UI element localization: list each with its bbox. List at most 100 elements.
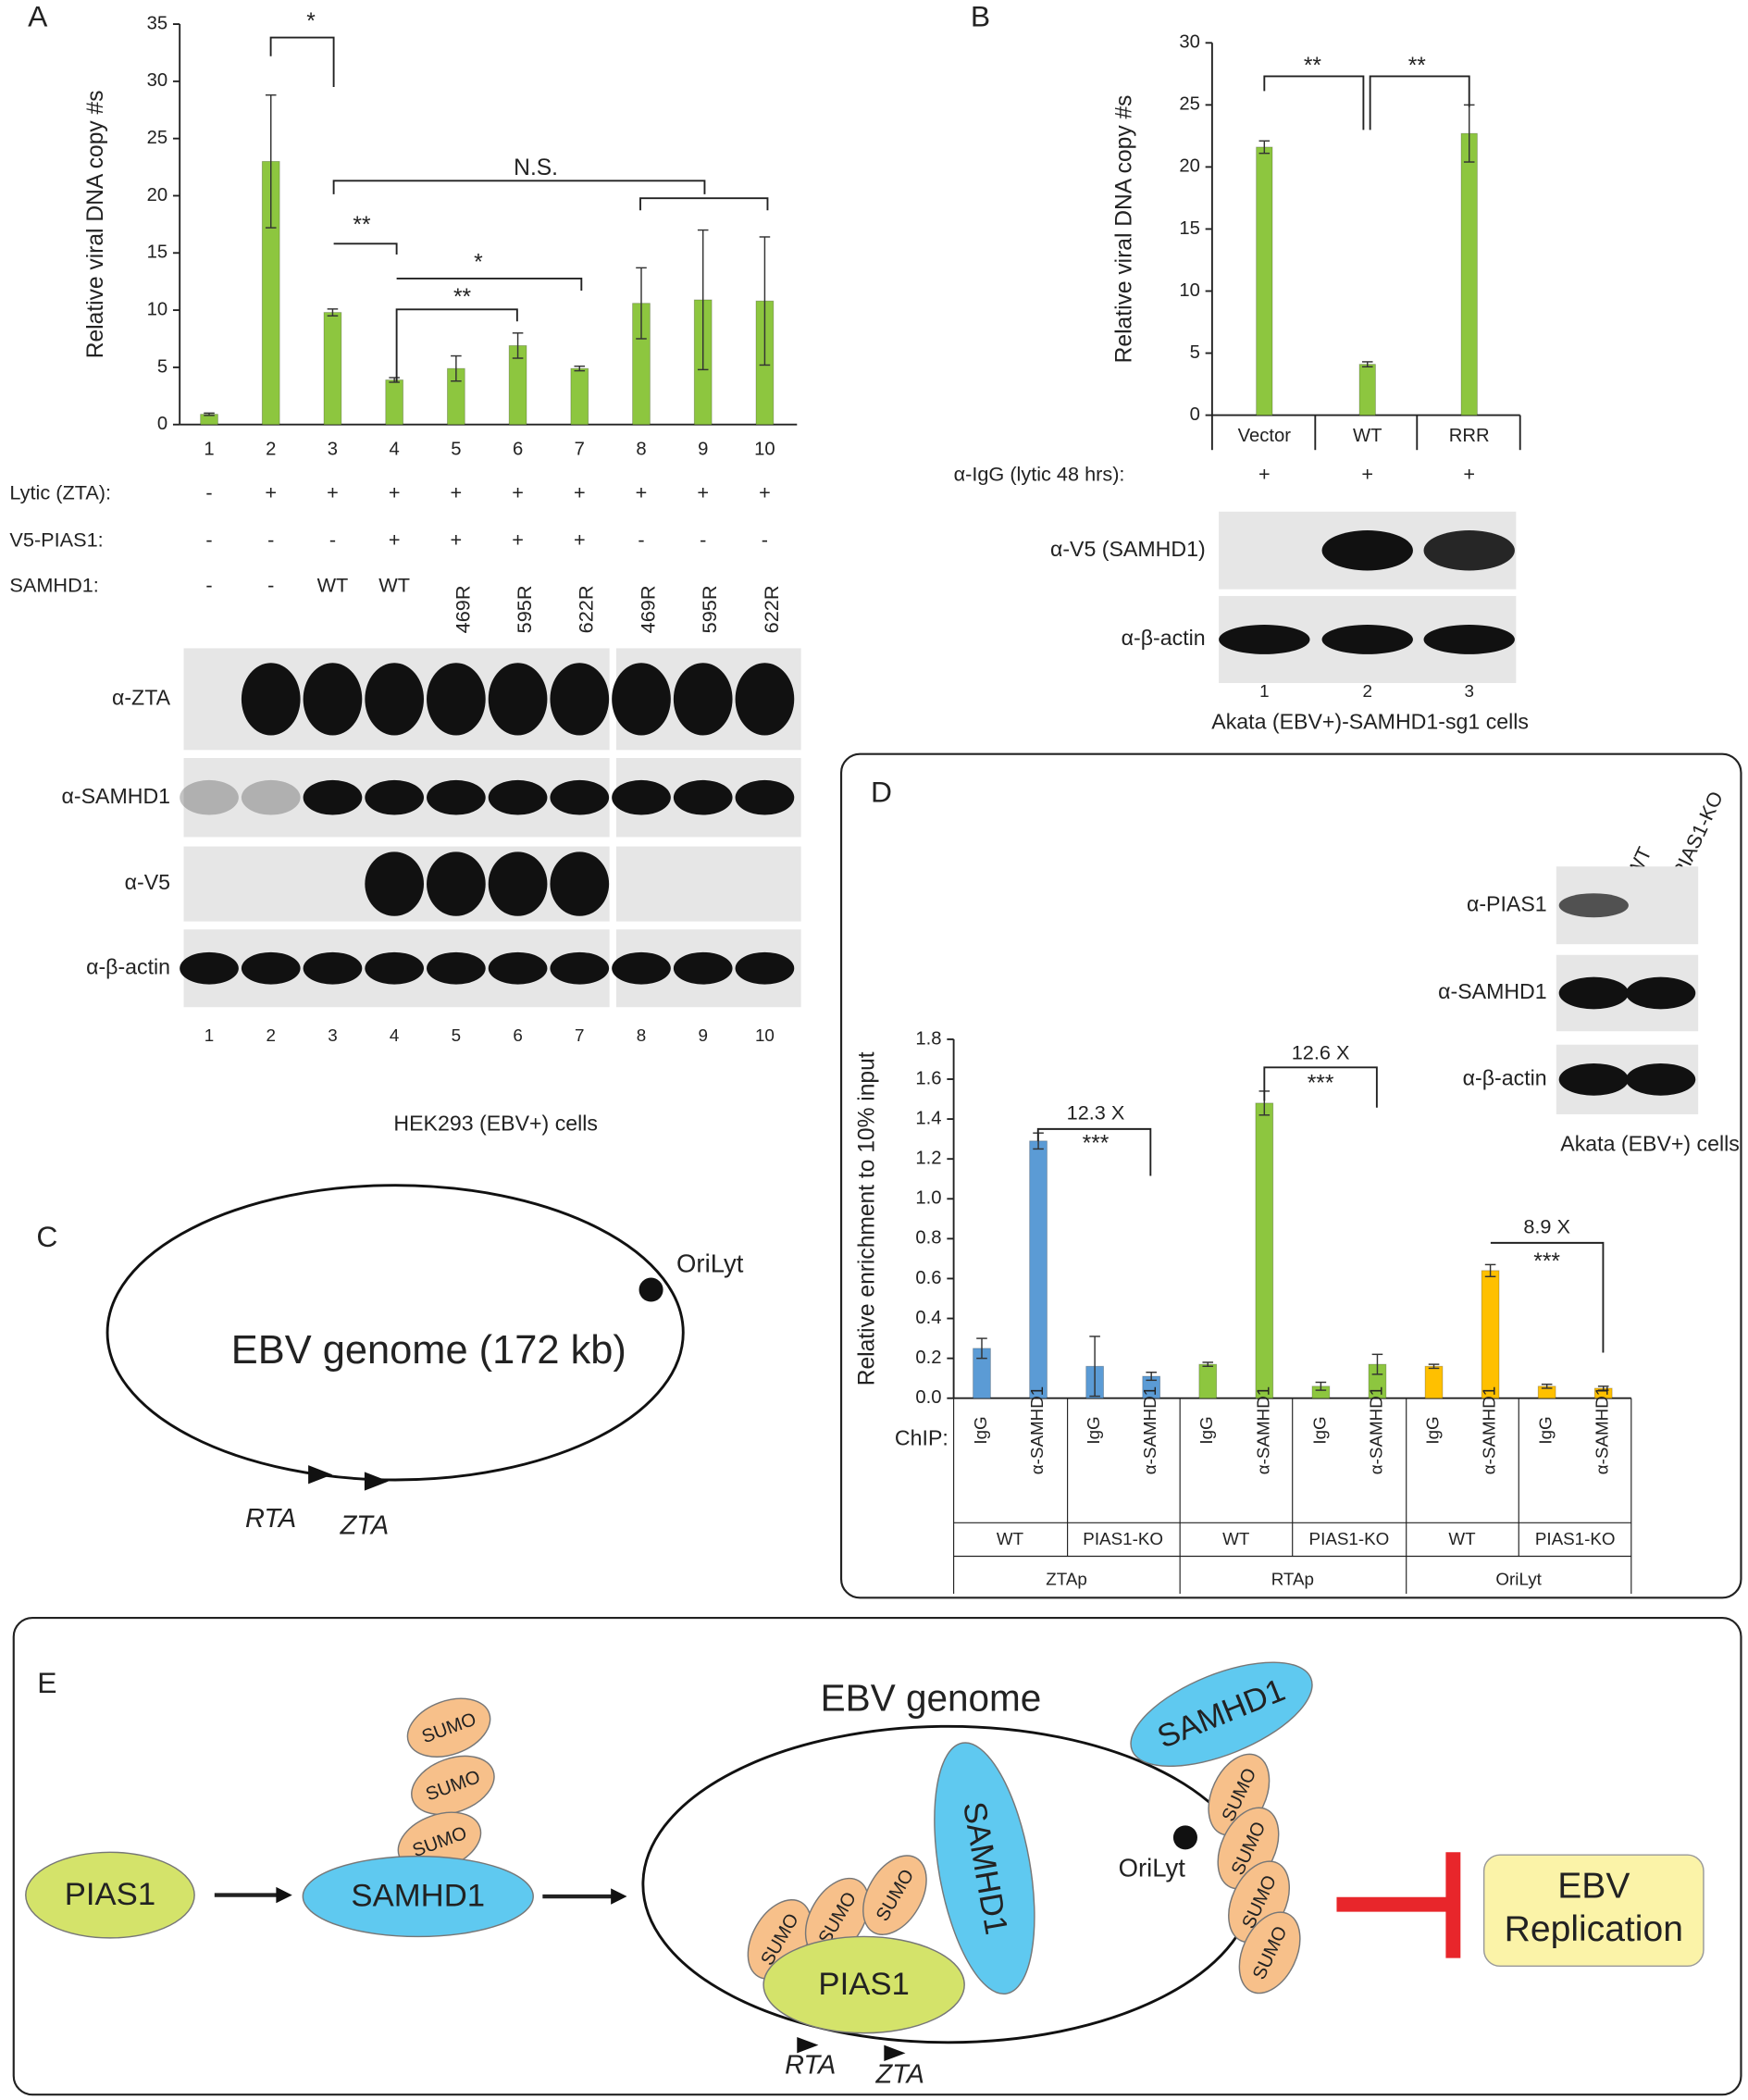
x-tick-label: α-SAMHD1 bbox=[1140, 1386, 1159, 1474]
gene-label: ZTA bbox=[874, 2060, 924, 2090]
x-tick-label: IgG bbox=[1536, 1416, 1556, 1444]
lane-number: 1 bbox=[205, 1025, 214, 1045]
significance-label: * bbox=[306, 9, 316, 34]
blot-band bbox=[550, 951, 610, 985]
blot-band bbox=[735, 663, 795, 736]
x-axis-label: ChIP: bbox=[895, 1426, 948, 1450]
blot-band bbox=[1626, 976, 1696, 1010]
condition-cell: - bbox=[329, 528, 336, 551]
condition-cell: + bbox=[636, 481, 648, 504]
x-tick-label: 3 bbox=[328, 440, 338, 460]
blot-band bbox=[241, 663, 301, 736]
significance-bracket bbox=[332, 180, 706, 194]
error-bar bbox=[512, 332, 524, 359]
blot-band bbox=[673, 779, 733, 815]
y-tick-label: 10 bbox=[147, 299, 168, 319]
blot-band bbox=[1423, 625, 1515, 654]
x-tick-label: α-SAMHD1 bbox=[1253, 1386, 1272, 1474]
blot-band bbox=[1558, 893, 1629, 918]
lane-number: 2 bbox=[1363, 681, 1372, 701]
significance-bracket bbox=[1369, 75, 1470, 130]
significance-label: *** bbox=[1083, 1132, 1110, 1157]
condition-label: PIAS1-KO bbox=[1535, 1529, 1616, 1548]
lane-number: 10 bbox=[755, 1025, 775, 1045]
bar bbox=[1198, 1363, 1218, 1399]
blot-background bbox=[615, 846, 801, 922]
error-bar bbox=[759, 236, 771, 367]
blot-band bbox=[550, 851, 610, 916]
y-tick-label: 1.6 bbox=[915, 1068, 941, 1088]
lane-number: 9 bbox=[698, 1025, 707, 1045]
x-tick-label: 7 bbox=[575, 440, 585, 460]
condition-cell: + bbox=[1258, 462, 1271, 485]
sumo bbox=[1238, 1911, 1301, 1994]
significance-bracket bbox=[1490, 1241, 1605, 1353]
bar bbox=[570, 367, 589, 426]
blot-band bbox=[427, 663, 486, 736]
x-tick-label: α-SAMHD1 bbox=[1593, 1386, 1612, 1474]
pias1-label: PIAS1 bbox=[65, 1877, 155, 1912]
y-tick-label: 15 bbox=[147, 242, 168, 263]
genome-label: EBV genome (172 kb) bbox=[231, 1328, 626, 1373]
error-bar bbox=[265, 93, 277, 229]
blot-band bbox=[365, 663, 424, 736]
error-bar bbox=[1146, 1372, 1157, 1382]
error-bar bbox=[1315, 1381, 1327, 1391]
blot-band bbox=[735, 779, 795, 815]
error-bar bbox=[327, 308, 339, 317]
x-tick-label: 2 bbox=[266, 440, 276, 460]
genome-label: EBV genome bbox=[821, 1676, 1042, 1719]
condition-cell: - bbox=[205, 481, 212, 504]
blot-band bbox=[488, 779, 548, 815]
condition-cell: 622R bbox=[760, 585, 783, 633]
significance-label: ** bbox=[353, 213, 371, 238]
condition-cell: WT bbox=[317, 574, 349, 597]
error-bar bbox=[1089, 1336, 1100, 1398]
lane-number: 1 bbox=[1259, 681, 1269, 701]
pias1 bbox=[25, 1851, 195, 1939]
y-tick-label: 0.4 bbox=[915, 1308, 941, 1328]
bar bbox=[385, 379, 404, 426]
condition-cell: - bbox=[205, 528, 212, 551]
condition-cell: + bbox=[512, 481, 524, 504]
y-tick-label: 5 bbox=[1190, 342, 1200, 363]
error-bar bbox=[1597, 1386, 1609, 1391]
x-tick-label: 6 bbox=[513, 440, 523, 460]
antibody-label: α-PIAS1 bbox=[1467, 891, 1547, 915]
pias1 bbox=[762, 1935, 965, 2034]
condition-cell: 469R bbox=[451, 585, 474, 633]
samhd1 bbox=[302, 1855, 534, 1938]
condition-label: V5-PIAS1: bbox=[9, 528, 103, 551]
condition-label: α-IgG (lytic 48 hrs): bbox=[954, 462, 1125, 485]
blot-band bbox=[673, 663, 733, 736]
blot-band bbox=[303, 951, 363, 985]
x-tick-label: 4 bbox=[390, 440, 400, 460]
bar bbox=[1424, 1365, 1444, 1399]
samhd1-label: SAMHD1 bbox=[351, 1879, 485, 1914]
significance-label: *** bbox=[1308, 1072, 1334, 1097]
error-bar bbox=[697, 229, 709, 371]
condition-label: PIAS1-KO bbox=[1309, 1529, 1390, 1548]
x-tick-label: 8 bbox=[636, 440, 646, 460]
y-tick-label: 0.6 bbox=[915, 1268, 941, 1288]
x-tick-label: α-SAMHD1 bbox=[1027, 1386, 1047, 1474]
lane-number: 8 bbox=[637, 1025, 646, 1045]
lane-number: 4 bbox=[390, 1025, 399, 1045]
y-tick-label: 0.0 bbox=[915, 1387, 941, 1408]
condition-cell: 469R bbox=[636, 585, 659, 633]
y-tick-label: 15 bbox=[1179, 218, 1200, 239]
panel-letter: D bbox=[871, 776, 892, 809]
significance-bracket bbox=[1263, 75, 1365, 130]
condition-cell: + bbox=[759, 481, 771, 504]
y-tick-label: 1.4 bbox=[915, 1108, 941, 1128]
significance-bracket bbox=[1036, 1127, 1152, 1176]
blot-band bbox=[241, 779, 301, 815]
y-tick-label: 1.0 bbox=[915, 1188, 941, 1209]
group-label: RTAp bbox=[1271, 1570, 1314, 1589]
condition-cell: 595R bbox=[513, 585, 536, 633]
x-tick-label: IgG bbox=[971, 1416, 990, 1444]
condition-cell: - bbox=[762, 528, 768, 551]
